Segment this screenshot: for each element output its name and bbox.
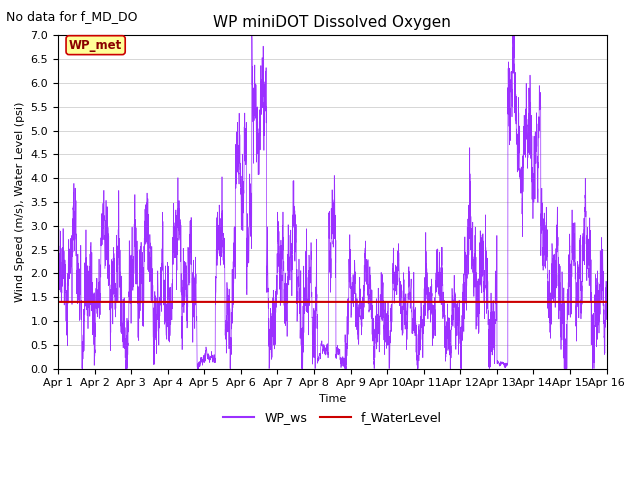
Legend: WP_ws, f_WaterLevel: WP_ws, f_WaterLevel: [218, 406, 447, 429]
Y-axis label: Wind Speed (m/s), Water Level (psi): Wind Speed (m/s), Water Level (psi): [15, 102, 25, 302]
Text: WP_met: WP_met: [69, 39, 122, 52]
Title: WP miniDOT Dissolved Oxygen: WP miniDOT Dissolved Oxygen: [213, 15, 451, 30]
X-axis label: Time: Time: [319, 394, 346, 404]
Text: No data for f_MD_DO: No data for f_MD_DO: [6, 10, 138, 23]
